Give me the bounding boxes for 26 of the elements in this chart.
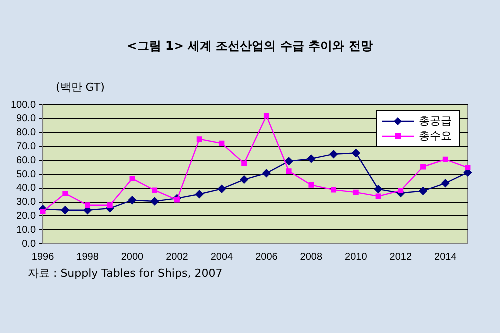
y-tick-label: 100.0	[10, 100, 36, 111]
x-tick-label: 2006	[256, 252, 278, 263]
legend-label: 총공급	[419, 114, 452, 128]
y-tick-label: 40.0	[16, 183, 36, 194]
legend-label: 총수요	[419, 129, 452, 142]
x-tick-label: 2002	[166, 252, 189, 263]
y-tick-label: 50.0	[16, 169, 36, 180]
x-tick-label: 2012	[390, 252, 412, 263]
x-tick-label: 2008	[300, 252, 323, 263]
y-tick-label: 20.0	[16, 210, 36, 222]
y-tick-label: 0.0	[22, 238, 36, 250]
y-axis-title: (백만 GT)	[56, 80, 105, 95]
x-tick-label: 1996	[32, 252, 55, 263]
x-tick-label: 2004	[210, 252, 234, 263]
text: 자료 : Supply Tables for Ships, 2007	[28, 266, 223, 281]
x-tick-label: 1998	[76, 252, 100, 263]
y-tick-label: 90.0	[16, 114, 36, 125]
x-tick-label: 2000	[121, 252, 144, 263]
x-tick-label: 2014	[434, 252, 458, 263]
y-tick-label: 60.0	[16, 155, 36, 166]
y-tick-label: 30.0	[16, 197, 36, 208]
chart-title: <그림 1> 세계 조선산업의 수급 추이와 전망	[126, 38, 374, 55]
y-tick-label: 10.0	[16, 224, 36, 236]
y-tick-label: 70.0	[16, 141, 36, 152]
y-tick-label: 80.0	[16, 128, 36, 139]
x-tick-label: 2010	[345, 252, 368, 263]
